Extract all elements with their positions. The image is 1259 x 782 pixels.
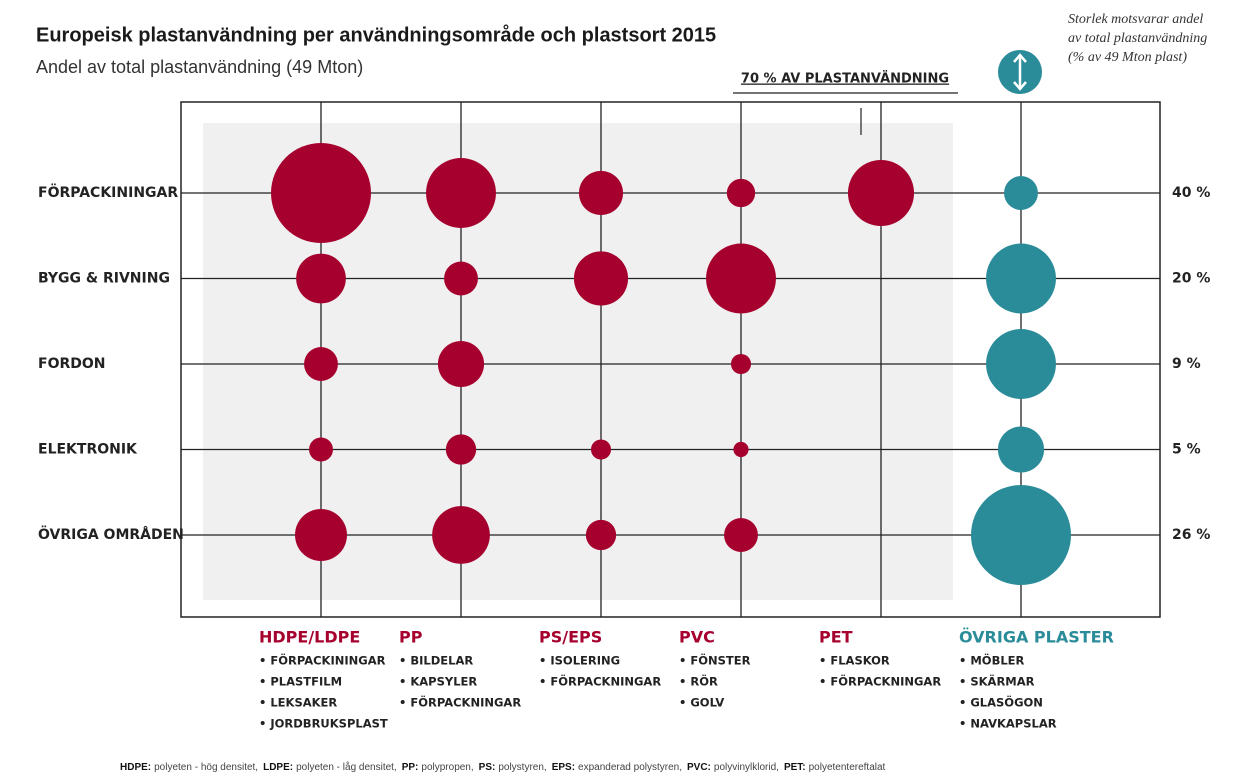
column-item: • GOLV	[679, 696, 724, 710]
column-item: • FÖRPACKNINGAR	[399, 695, 521, 710]
bubble	[733, 441, 749, 458]
row-total: 20 %	[1172, 271, 1210, 287]
column-item: • FÖRPACKNINGAR	[539, 674, 661, 689]
bubble	[573, 251, 629, 306]
bubble	[271, 143, 371, 243]
row-total: 26 %	[1172, 527, 1210, 543]
column-item: • FLASKOR	[819, 654, 890, 668]
column-label: PET	[819, 628, 853, 647]
legend-note: av total plastanvändning	[1068, 31, 1207, 46]
column-item: • LEKSAKER	[259, 696, 337, 710]
bubble	[706, 243, 776, 314]
bubble	[309, 437, 333, 462]
footnote-def: expanderad polystyren,	[578, 762, 682, 773]
column-item: • JORDBRUKSPLAST	[259, 717, 388, 731]
column-label: HDPE/LDPE	[259, 628, 360, 647]
footnote-term: HDPE:	[120, 762, 151, 773]
bubble	[986, 243, 1056, 314]
column-item: • FÖRPACKNINGAR	[819, 674, 941, 689]
footnote-term: PET:	[784, 762, 806, 773]
column-item: • PLASTFILM	[259, 675, 342, 689]
column-item: • MÖBLER	[959, 653, 1025, 668]
column-label: PS/EPS	[539, 628, 602, 647]
bubble	[304, 347, 338, 381]
bubble	[724, 518, 758, 552]
legend-arrow	[1013, 53, 1027, 91]
chart-title: Europeisk plastanvändning per användning…	[36, 23, 716, 46]
row-total: 5 %	[1172, 442, 1201, 458]
bubble	[432, 506, 490, 564]
bubble	[445, 434, 477, 465]
row-total: 9 %	[1172, 356, 1201, 372]
bubble	[986, 329, 1056, 399]
column-item: • FÖRPACKININGAR	[259, 653, 386, 668]
column-item: • ISOLERING	[539, 654, 620, 668]
column-item: • RÖR	[679, 674, 718, 689]
bubble	[590, 439, 612, 460]
bubble	[1004, 176, 1038, 210]
bubble	[726, 178, 756, 208]
bubble	[730, 353, 752, 375]
row-total: 40 %	[1172, 185, 1210, 201]
bubble	[295, 509, 347, 561]
row-label: BYGG & RIVNING	[38, 271, 170, 287]
chart-subtitle: Andel av total plastanvändning (49 Mton)	[36, 57, 363, 77]
bubble	[437, 340, 485, 388]
column-label: PVC	[679, 628, 715, 647]
row-label: ELEKTRONIK	[38, 442, 138, 458]
column-item: • NAVKAPSLAR	[959, 717, 1057, 731]
row-label: FORDON	[38, 356, 105, 372]
column-label: PP	[399, 628, 423, 647]
column-item: • GLASÖGON	[959, 695, 1043, 710]
plot-frame	[180, 101, 1161, 618]
bubble	[971, 485, 1071, 585]
column-item: • KAPSYLER	[399, 675, 477, 689]
row-label: ÖVRIGA OMRÅDEN	[38, 525, 184, 543]
footnote-term: LDPE:	[263, 762, 293, 773]
row-label: FÖRPACKININGAR	[38, 183, 178, 201]
footnote-def: polypropen,	[421, 762, 473, 773]
bubble	[444, 261, 478, 296]
bubble	[426, 158, 496, 228]
footnote-def: polystyren,	[498, 762, 546, 773]
footnote-def: polyeten - hög densitet,	[154, 762, 258, 773]
legend-note: (% av 49 Mton plast)	[1068, 50, 1187, 65]
footnote-term: PP:	[402, 762, 419, 773]
bubble	[578, 170, 624, 216]
column-item: • BILDELAR	[399, 654, 473, 668]
bubble	[997, 426, 1045, 473]
column-item: • SKÄRMAR	[959, 674, 1035, 689]
footnote-term: PVC:	[687, 762, 711, 773]
bubble	[585, 519, 617, 551]
footnote-def: polyetentereftalat	[809, 762, 886, 773]
bubble	[296, 253, 346, 304]
bubble	[847, 159, 915, 227]
column-label: ÖVRIGA PLASTER	[959, 628, 1114, 647]
footnote-term: EPS:	[552, 762, 575, 773]
column-item: • FÖNSTER	[679, 653, 751, 668]
annotation: 70 % AV PLASTANVÄNDNING	[741, 71, 949, 87]
footnote-def: polyeten - låg densitet,	[296, 761, 397, 773]
footnote-def: polyvinylklorid,	[714, 762, 779, 773]
footnote-term: PS:	[479, 762, 496, 773]
legend-note: Storlek motsvarar andel	[1068, 12, 1203, 27]
footnote: HDPE: polyeten - hög densitet, LDPE: polyet…	[120, 761, 886, 773]
